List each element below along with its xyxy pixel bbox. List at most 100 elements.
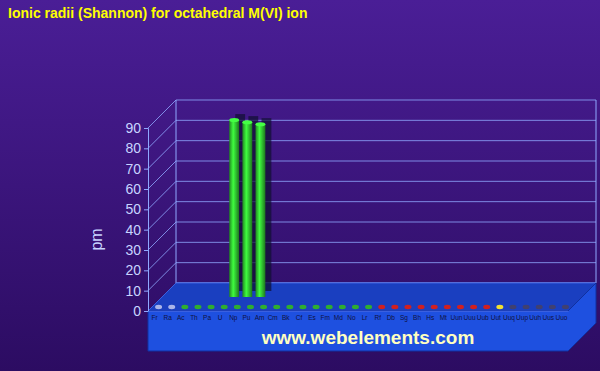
annotation: www.webelements.com: [261, 327, 475, 348]
element-dot: [234, 305, 241, 309]
element-dot: [221, 305, 228, 309]
x-axis: Fr Ra Ac Th Pa U Np Pu AmCm Bk Cf Es Fm Md No Lr Rf Db Sg B…: [149, 311, 569, 322]
y-tick: 60: [125, 181, 148, 197]
element-dot: [509, 305, 516, 309]
x-tick: Uup: [516, 311, 528, 322]
bars-layer: [229, 114, 271, 297]
y-tick: 50: [125, 201, 148, 217]
y-tick-label: 70: [125, 161, 141, 177]
x-tick-label: Rf: [374, 314, 381, 321]
grid-line: [148, 222, 596, 250]
x-tick: Ac: [177, 311, 185, 321]
x-tick: Th: [190, 311, 198, 321]
y-tick-mark: [144, 270, 148, 271]
y-tick-mark: [144, 169, 148, 170]
grid-line: [148, 242, 596, 270]
x-tick: Uuh: [529, 311, 541, 321]
element-dot: [260, 305, 267, 309]
y-tick-mark: [144, 209, 148, 210]
element-dot: [483, 305, 490, 309]
element-dot: [339, 305, 346, 309]
bar-top: [256, 122, 266, 126]
x-tick: Bk: [282, 311, 290, 321]
x-tick: Lr: [362, 311, 369, 321]
y-axis-line: [144, 129, 149, 312]
grid: [148, 100, 596, 311]
element-dot: [365, 305, 372, 309]
y-tick-label: 80: [125, 140, 141, 156]
element-dot: [496, 305, 503, 309]
y-tick: 80: [125, 140, 148, 156]
x-tick: Fm: [320, 311, 329, 321]
y-tick-label: 10: [125, 283, 141, 299]
y-tick-label: 30: [125, 242, 141, 258]
floor-front: [148, 283, 596, 351]
element-dot: [181, 305, 188, 309]
element-dot: [378, 305, 385, 309]
x-tick: Pa: [203, 311, 211, 321]
y-tick-label: 50: [125, 201, 141, 217]
x-tick-label: Uun: [450, 314, 462, 321]
y-tick: 10: [125, 283, 148, 299]
element-dot: [470, 305, 477, 309]
element-dot: [418, 305, 425, 309]
x-tick-label: Cm: [268, 314, 278, 321]
x-tick: Uuo: [555, 311, 567, 321]
element-dot: [352, 305, 359, 309]
element-dot: [404, 305, 411, 309]
x-tick-label: Bh: [413, 314, 421, 321]
element-dot: [299, 305, 306, 309]
element-dot: [247, 305, 254, 309]
x-tick: Mt: [440, 311, 447, 321]
element-dots: [155, 305, 569, 309]
x-tick-label: Th: [190, 314, 198, 321]
element-dot: [562, 305, 569, 309]
element-dot: [168, 305, 175, 309]
x-tick: Cf: [296, 311, 303, 321]
x-tick-label: Mt: [440, 314, 447, 321]
y-tick-label: 20: [125, 262, 141, 278]
x-tick-label: Fm: [320, 314, 329, 321]
x-axis-line: [149, 311, 569, 312]
x-tick-label: Pa: [203, 314, 211, 321]
y-tick-mark: [144, 230, 148, 231]
x-tick-label: Es: [308, 314, 316, 321]
x-tick: Fr: [151, 311, 158, 321]
element-dot: [523, 305, 530, 309]
x-tick-label: Fr: [151, 314, 158, 321]
grid-line: [148, 120, 596, 148]
x-tick: Db: [387, 311, 396, 321]
bar: [256, 118, 272, 297]
y-tick: 70: [125, 161, 148, 177]
element-dot: [286, 305, 293, 309]
x-tick-label: Ac: [177, 314, 185, 321]
element-dot: [431, 305, 438, 309]
x-tick: U: [218, 311, 223, 321]
x-tick-label: Ra: [164, 314, 173, 321]
x-tick: Md: [334, 311, 343, 321]
x-tick: Uub: [477, 311, 489, 321]
x-tick: Uut: [491, 311, 501, 321]
y-tick: 0: [133, 303, 148, 319]
element-dot: [326, 305, 333, 309]
x-tick: Rf: [374, 311, 381, 321]
x-tick-label: Hs: [426, 314, 435, 321]
y-tick: 40: [125, 222, 148, 238]
y-tick: 90: [125, 120, 148, 136]
x-tick: Np: [229, 311, 238, 322]
element-dot: [549, 305, 556, 309]
x-tick-label: Db: [387, 314, 396, 321]
x-tick: Uuu: [464, 311, 476, 321]
bar-body: [256, 124, 266, 297]
x-tick-label: Uuh: [529, 314, 541, 321]
x-tick: Ra: [164, 311, 173, 321]
x-tick-label: Uuu: [464, 314, 476, 321]
x-tick-label: Sg: [400, 314, 408, 322]
x-tick: Uuq: [503, 311, 515, 322]
x-tick: Am: [255, 311, 265, 321]
element-dot: [536, 305, 543, 309]
x-tick-label: Md: [334, 314, 343, 321]
x-tick-label: Pu: [242, 314, 250, 321]
x-tick-label: No: [347, 314, 356, 321]
x-tick: Bh: [413, 311, 421, 321]
